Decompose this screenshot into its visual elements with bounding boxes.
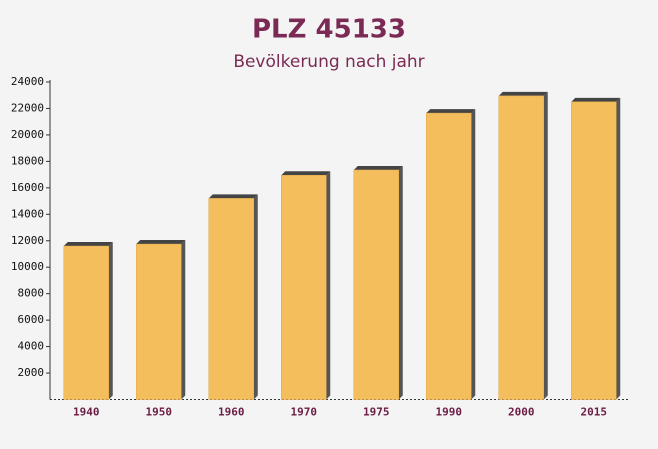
bar [63,245,109,400]
bar-side [181,240,186,400]
y-tick-label: 4000 [18,340,45,353]
y-tick-label: 14000 [11,207,44,220]
bar [571,101,617,400]
bar-side [253,194,258,400]
x-tick-label: 1970 [291,406,318,419]
y-tick-label: 18000 [11,154,44,167]
bar-side [326,171,331,400]
y-tick-label: 20000 [11,128,44,141]
chart-title: PLZ 45133 [252,15,406,45]
y-tick-label: 10000 [11,260,44,273]
y-tick-label: 8000 [18,287,45,300]
bar [498,95,544,400]
bar [426,112,472,400]
chart-subtitle: Bevölkerung nach jahr [233,52,424,72]
x-tick-label: 1960 [218,406,245,419]
bar-side [616,97,621,400]
y-tick-label: 22000 [11,101,44,114]
bar [208,198,254,400]
bar-top [136,240,186,245]
y-tick-label: 2000 [18,366,45,379]
y-tick-label: 12000 [11,234,44,247]
bar-side [398,165,403,400]
bar-side [471,109,476,400]
bar-side [108,242,113,400]
bar [136,243,182,400]
bar-top [208,194,258,199]
bar [353,169,399,400]
bar-top [571,97,621,102]
bar-top [426,109,476,114]
bar [281,175,327,400]
bar-top [498,91,548,96]
x-tick-label: 1940 [73,406,100,419]
bar-top [63,242,113,247]
x-tick-label: 2000 [508,406,535,419]
bar-side [543,91,548,400]
x-tick-label: 1975 [363,406,390,419]
bar-top [353,165,403,170]
y-tick-label: 24000 [11,75,44,88]
x-tick-label: 2015 [581,406,608,419]
x-tick-label: 1990 [436,406,463,419]
y-tick-label: 16000 [11,181,44,194]
bar-top [281,171,331,176]
x-tick-label: 1950 [146,406,173,419]
y-tick-label: 6000 [18,313,45,326]
